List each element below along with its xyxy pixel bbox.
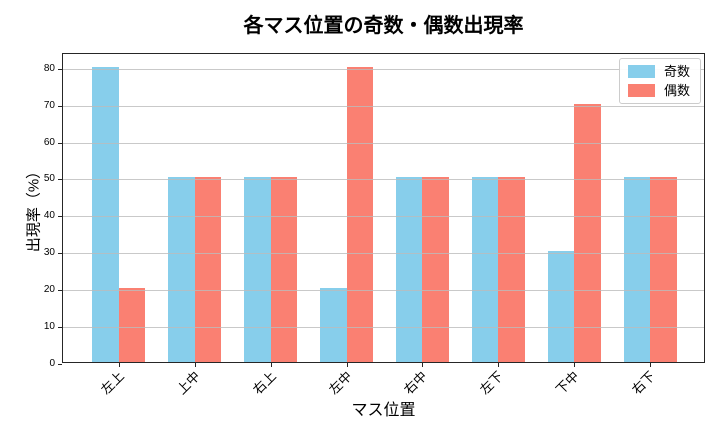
x-tick-mark xyxy=(574,363,576,367)
y-tick-mark xyxy=(58,364,62,365)
legend: 奇数 偶数 xyxy=(618,58,701,104)
bar-奇数-左上 xyxy=(92,66,119,362)
x-tick-label-text: 右下 xyxy=(629,368,659,398)
y-tick-label: 50 xyxy=(43,173,55,185)
plot-area: 奇数 偶数 0 10 20 30 40 50 60 70 80 左上 上中 右上 左中 右中 左下 下中 右下 xyxy=(44,53,705,397)
bar-偶数-右下 xyxy=(650,177,677,362)
bar-奇数-左中 xyxy=(319,288,347,362)
bar-奇数-左下 xyxy=(471,177,499,362)
y-tick-mark xyxy=(58,105,62,107)
y-tick-label: 20 xyxy=(43,284,55,296)
bar-偶数-右上 xyxy=(270,177,298,362)
bar-奇数-右中 xyxy=(395,177,423,362)
gridline xyxy=(63,253,704,255)
y-tick-label: 70 xyxy=(43,99,55,111)
x-tick-mark xyxy=(650,363,652,367)
bar-偶数-左中 xyxy=(346,66,374,362)
y-tick-mark xyxy=(58,142,62,144)
y-tick-label: 0 xyxy=(49,358,55,369)
chart-title: 各マス位置の奇数・偶数出現率 xyxy=(243,15,524,37)
x-tick-mark xyxy=(270,363,272,367)
y-tick-label: 80 xyxy=(43,62,55,74)
y-tick-mark xyxy=(58,290,62,292)
x-tick-label-text: 下中 xyxy=(553,368,583,398)
x-tick-mark xyxy=(422,363,424,367)
bar-奇数-上中 xyxy=(168,177,195,362)
x-tick-mark xyxy=(346,363,348,367)
y-tick-label: 10 xyxy=(43,321,55,333)
gridline xyxy=(63,327,704,329)
legend-swatch-even xyxy=(627,84,655,97)
bar-偶数-上中 xyxy=(194,177,222,362)
bar-偶数-右中 xyxy=(422,177,450,362)
gridline xyxy=(63,290,704,292)
bar-偶数-左下 xyxy=(498,177,525,362)
y-tick-label: 30 xyxy=(43,247,55,259)
bar-奇数-下中 xyxy=(547,251,575,362)
legend-label-even: 偶数 xyxy=(663,83,690,98)
x-tick-label-text: 左上 xyxy=(97,368,127,398)
x-tick-label-text: 右中 xyxy=(401,368,431,398)
bar-偶数-下中 xyxy=(574,103,601,362)
gridline xyxy=(63,179,704,181)
bar-偶数-左上 xyxy=(118,288,146,362)
x-axis-label: マス位置 xyxy=(351,402,416,419)
y-tick-mark xyxy=(58,68,62,70)
y-tick-mark xyxy=(58,179,62,181)
x-tick-label-text: 上中 xyxy=(173,368,203,398)
gridline xyxy=(63,216,704,218)
gridline xyxy=(63,68,704,70)
legend-swatch-odd xyxy=(627,65,655,78)
legend-item-even: 偶数 xyxy=(627,83,690,98)
y-tick-mark xyxy=(58,327,62,329)
legend-item-odd: 奇数 xyxy=(627,64,690,79)
bar-奇数-右上 xyxy=(244,177,271,362)
x-tick-label-text: 左下 xyxy=(477,368,507,398)
x-tick-label-text: 左中 xyxy=(325,368,355,398)
y-tick-label: 60 xyxy=(43,136,55,148)
x-tick-mark xyxy=(194,363,196,367)
legend-label-odd: 奇数 xyxy=(663,64,690,79)
gridline xyxy=(63,142,704,144)
x-tick-label-text: 右上 xyxy=(249,368,279,398)
x-tick-mark xyxy=(118,363,120,367)
bar-奇数-右下 xyxy=(623,177,651,362)
gridline xyxy=(63,105,704,107)
x-tick-mark xyxy=(498,363,500,367)
y-tick-mark xyxy=(58,253,62,255)
y-tick-label: 40 xyxy=(43,210,55,222)
y-tick-mark xyxy=(58,216,62,218)
